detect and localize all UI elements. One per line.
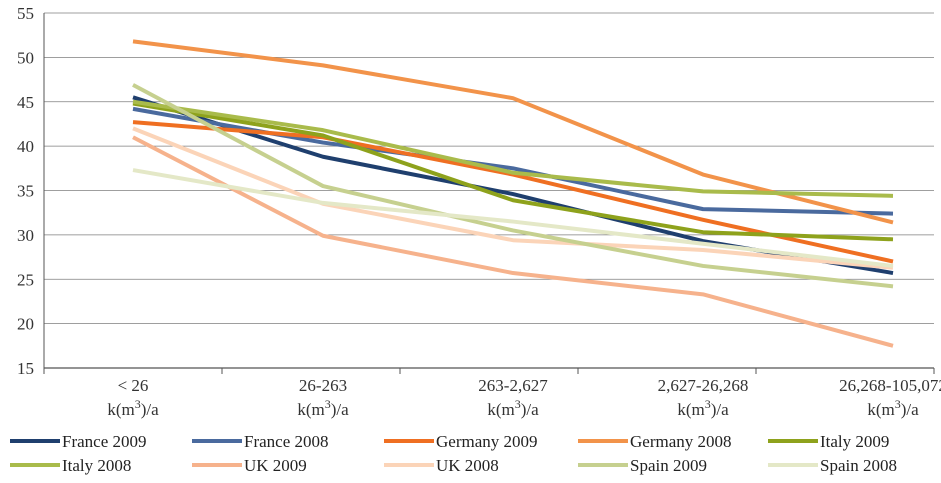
- legend-item: Germany 2008: [578, 432, 732, 451]
- legend: France 2009 France 2008 Germany 2009 German…: [10, 432, 897, 475]
- legend-item: Spain 2009: [578, 456, 707, 475]
- legend-item: Italy 2008: [10, 456, 131, 475]
- legend-label: Germany 2008: [630, 432, 732, 451]
- series-line-italy-2009: [132, 101, 894, 242]
- legend-item: UK 2008: [384, 456, 499, 475]
- y-tick-label: 45: [17, 93, 34, 112]
- legend-label: Spain 2008: [820, 456, 897, 475]
- x-tick-unit-label: k(m3)/a: [867, 397, 919, 419]
- series-line-spain-2008: [132, 168, 894, 268]
- y-tick-label: 35: [17, 182, 34, 201]
- legend-label: Germany 2009: [436, 432, 538, 451]
- legend-label: UK 2008: [436, 456, 499, 475]
- y-tick-label: 40: [17, 137, 34, 156]
- x-tick-label: 26-263: [299, 376, 347, 395]
- y-tick-label: 30: [17, 226, 34, 245]
- x-tick-unit-label: k(m3)/a: [297, 397, 349, 419]
- legend-label: Italy 2008: [62, 456, 131, 475]
- legend-label: Italy 2009: [820, 432, 889, 451]
- x-tick-unit-label: k(m3)/a: [487, 397, 539, 419]
- legend-label: France 2009: [62, 432, 147, 451]
- y-tick-label: 50: [17, 48, 34, 67]
- legend-item: Germany 2009: [384, 432, 538, 451]
- x-tick-unit-label: k(m3)/a: [677, 397, 729, 419]
- series-line-spain-2009: [132, 83, 894, 289]
- x-tick-unit-label: k(m3)/a: [107, 397, 159, 419]
- y-tick-label: 20: [17, 315, 34, 334]
- legend-label: France 2008: [244, 432, 329, 451]
- y-tick-label: 55: [17, 4, 34, 23]
- legend-label: UK 2009: [244, 456, 307, 475]
- series-line-germany-2008: [132, 39, 894, 225]
- y-tick-label: 25: [17, 270, 34, 289]
- legend-item: France 2009: [10, 432, 147, 451]
- x-tick-label: < 26: [118, 376, 149, 395]
- axis-layer: 15 20 25 30 35 40 45 50 55 < 26 k(m3)/a 26-263 k(m3)…: [17, 4, 941, 419]
- x-tick-label: 26,268-105,072: [839, 376, 941, 395]
- series-line-italy-2008: [132, 99, 894, 198]
- x-tick-label: 263-2,627: [478, 376, 548, 395]
- series-line-uk-2008: [132, 126, 894, 270]
- legend-item: UK 2009: [192, 456, 307, 475]
- legend-item: Italy 2009: [768, 432, 889, 451]
- legend-item: Spain 2008: [768, 456, 897, 475]
- series-layer: [132, 39, 894, 348]
- series-line-uk-2009: [132, 135, 894, 348]
- y-tick-label: 15: [17, 359, 34, 378]
- x-tick-label: 2,627-26,268: [658, 376, 749, 395]
- legend-label: Spain 2009: [630, 456, 707, 475]
- legend-item: France 2008: [192, 432, 329, 451]
